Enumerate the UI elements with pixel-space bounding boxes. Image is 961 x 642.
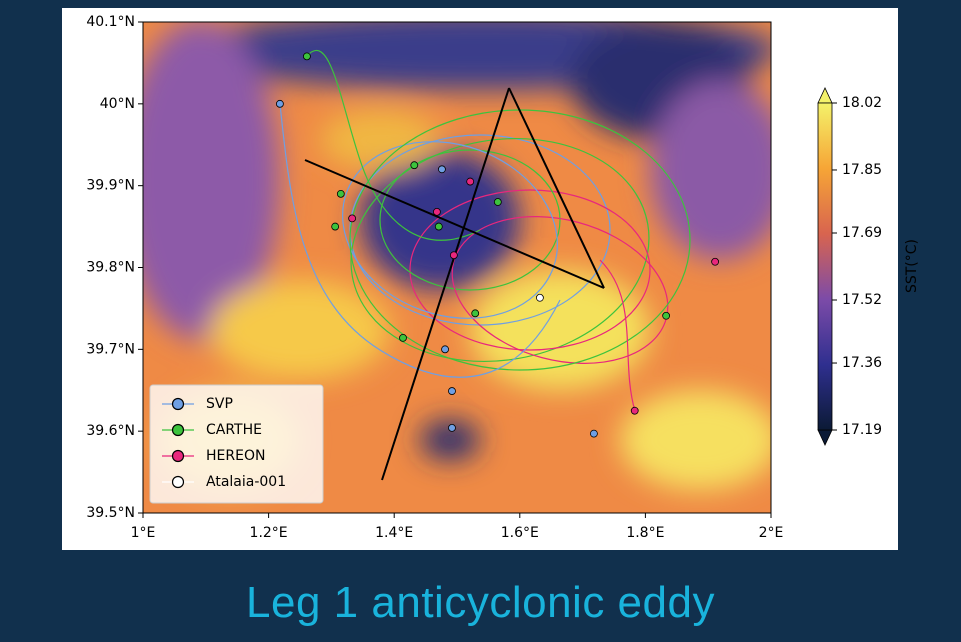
colorbar bbox=[818, 103, 832, 430]
drifter-position bbox=[435, 223, 442, 230]
drifter-position bbox=[337, 190, 344, 197]
colorbar-tick-label: 17.69 bbox=[842, 225, 882, 241]
drifter-position bbox=[631, 407, 638, 414]
y-tick-label: 39.5°N bbox=[86, 505, 135, 521]
x-tick-label: 1.6°E bbox=[501, 525, 539, 541]
legend-marker bbox=[173, 477, 184, 488]
drifter-position bbox=[303, 53, 310, 60]
y-tick-label: 39.8°N bbox=[86, 260, 135, 276]
legend-label: Atalaia-001 bbox=[206, 474, 286, 490]
slide: SST(°C) 1°E 1.2°E 1.4°E 1.6°E 1.8°E 2°E 39.5°N… bbox=[0, 0, 961, 642]
figure: SST(°C) 1°E 1.2°E 1.4°E 1.6°E 1.8°E 2°E 39.5°N… bbox=[0, 0, 961, 570]
y-tick-label: 39.7°N bbox=[86, 341, 135, 357]
drifter-position bbox=[663, 312, 670, 319]
colorbar-label: SST(°C) bbox=[904, 239, 920, 293]
colorbar-tick-label: 18.02 bbox=[842, 95, 882, 111]
legend-label: HEREON bbox=[206, 448, 265, 464]
drifter-position bbox=[590, 430, 597, 437]
x-tick-label: 1.8°E bbox=[626, 525, 664, 541]
colorbar-tick-label: 17.52 bbox=[842, 292, 882, 308]
x-tick-label: 1°E bbox=[131, 525, 156, 541]
colorbar-tick-label: 17.19 bbox=[842, 422, 882, 438]
y-tick-label: 40.1°N bbox=[86, 14, 135, 30]
drifter-position bbox=[411, 162, 418, 169]
drifter-position bbox=[448, 424, 455, 431]
legend-marker bbox=[173, 425, 184, 436]
x-tick-label: 2°E bbox=[759, 525, 784, 541]
caption: Leg 1 anticyclonic eddy bbox=[0, 578, 961, 628]
drifter-position bbox=[472, 310, 479, 317]
legend-label: CARTHE bbox=[206, 422, 262, 438]
drifter-position bbox=[349, 215, 356, 222]
x-tick-label: 1.2°E bbox=[250, 525, 288, 541]
drifter-position bbox=[442, 346, 449, 353]
legend-label: SVP bbox=[206, 396, 233, 412]
drifter-position bbox=[448, 388, 455, 395]
colorbar-tick-label: 17.36 bbox=[842, 355, 882, 371]
y-tick-label: 39.6°N bbox=[86, 423, 135, 439]
drifter-position bbox=[276, 100, 283, 107]
x-tick-label: 1.4°E bbox=[375, 525, 413, 541]
drifter-position bbox=[450, 252, 457, 259]
y-tick-label: 40°N bbox=[100, 96, 135, 112]
drifter-position bbox=[712, 258, 719, 265]
colorbar-tick-label: 17.85 bbox=[842, 162, 882, 178]
drifter-position bbox=[438, 166, 445, 173]
drifter-position bbox=[536, 294, 543, 301]
drifter-position bbox=[494, 199, 501, 206]
drifter-position bbox=[399, 334, 406, 341]
drifter-position bbox=[433, 208, 440, 215]
y-tick-label: 39.9°N bbox=[86, 178, 135, 194]
drifter-position bbox=[467, 178, 474, 185]
legend-marker bbox=[173, 451, 184, 462]
drifter-position bbox=[332, 223, 339, 230]
legend-marker bbox=[173, 399, 184, 410]
